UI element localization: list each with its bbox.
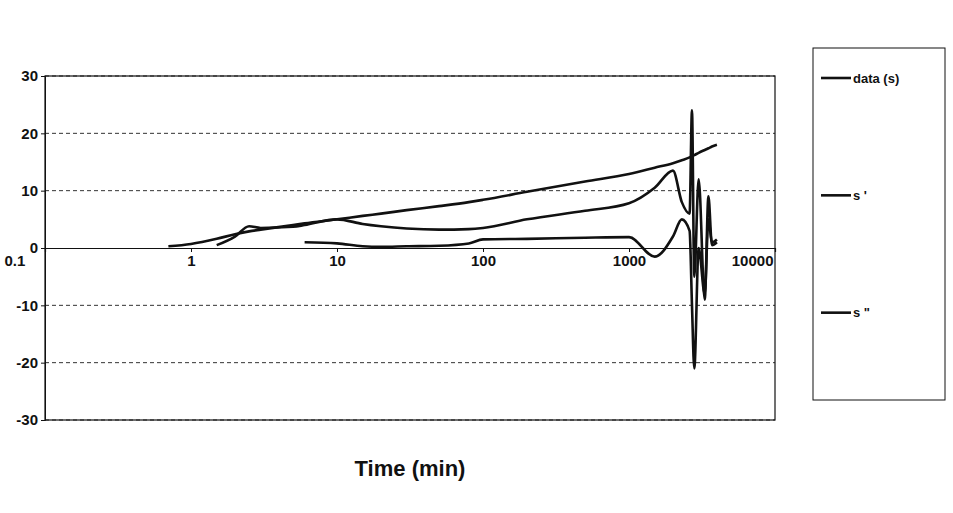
y-tick: 20 <box>21 125 45 142</box>
y-tick: 30 <box>21 67 45 84</box>
x-tick: 1 <box>187 248 195 269</box>
x-tick-label: 10 <box>329 252 346 269</box>
chart: -30 -20 -10 0 10 20 30 0.1 1 10 100 1000 10000 Time (… <box>0 0 953 513</box>
x-tick: 1000 <box>613 248 646 269</box>
y-tick: -20 <box>16 354 45 371</box>
y-tick-mark <box>41 133 45 134</box>
x-tick-label: 1 <box>187 252 195 269</box>
legend-swatch <box>821 311 851 314</box>
series-line <box>168 145 717 246</box>
y-tick-label: -30 <box>16 411 38 428</box>
x-tick-mark <box>775 248 776 252</box>
legend-label: s ' <box>853 188 867 203</box>
y-tick-mark <box>41 248 45 249</box>
legend-box <box>813 48 945 400</box>
y-tick-label: 20 <box>21 125 38 142</box>
y-tick-label: -20 <box>16 354 38 371</box>
lines <box>168 110 717 368</box>
y-tick-mark <box>41 191 45 192</box>
x-tick: 0.1 <box>5 248 46 269</box>
grid <box>45 76 775 420</box>
x-tick: 10000 <box>732 248 776 269</box>
grid-line <box>45 305 775 306</box>
y-axis-line <box>41 77 46 421</box>
x-tick-label: 1000 <box>613 252 646 269</box>
grid-line <box>45 362 775 363</box>
legend-label: s " <box>853 305 870 320</box>
plot-frame <box>45 76 775 420</box>
y-tick-mark <box>41 420 45 421</box>
x-axis: 0.1 1 10 100 1000 10000 <box>5 248 776 269</box>
y-tick: -30 <box>16 411 45 428</box>
y-tick-label: 0 <box>30 239 38 256</box>
series-line <box>217 110 717 299</box>
y-tick-mark <box>41 76 45 77</box>
x-tick-mark <box>45 248 46 252</box>
x-tick: 10 <box>329 248 346 269</box>
legend-label: data (s) <box>853 71 899 86</box>
y-tick: 0 <box>30 239 45 256</box>
grid-line <box>45 190 775 191</box>
y-tick-mark <box>41 305 45 306</box>
legend-swatch <box>821 77 851 80</box>
y-tick-label: 30 <box>21 67 38 84</box>
grid-line <box>45 133 775 134</box>
x-tick-label: 100 <box>471 252 496 269</box>
y-tick: -10 <box>16 297 45 314</box>
x-tick: 100 <box>471 248 496 269</box>
y-tick-label: 10 <box>21 182 38 199</box>
y-tick-label: -10 <box>16 297 38 314</box>
y-tick-mark <box>41 363 45 364</box>
y-axis: -30 -20 -10 0 10 20 30 <box>16 67 45 428</box>
series-line <box>305 219 717 368</box>
x-tick-label: 0.1 <box>5 252 26 269</box>
legend-swatch <box>821 194 851 197</box>
x-axis-title: Time (min) <box>355 456 466 481</box>
legend: data (s) s ' s " <box>813 48 945 400</box>
x-tick-label: 10000 <box>732 252 774 269</box>
y-tick: 10 <box>21 182 45 199</box>
